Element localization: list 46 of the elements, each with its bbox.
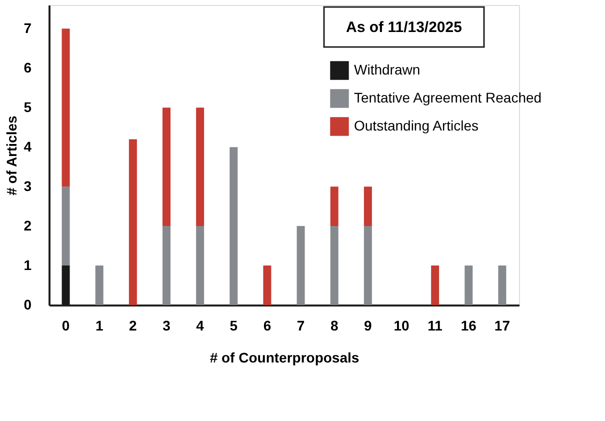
x-tick-label: 10 (394, 318, 410, 334)
y-tick-label: 1 (24, 257, 32, 274)
bar (196, 226, 204, 305)
y-axis-title: # of Articles (4, 115, 20, 196)
bar (230, 147, 238, 305)
y-tick-label: 4 (24, 138, 32, 155)
x-tick-label: 7 (296, 318, 305, 334)
x-tick-label: 8 (330, 318, 338, 334)
x-tick-label: 3 (162, 318, 171, 334)
x-tick-label: 0 (62, 318, 70, 334)
bar (431, 266, 440, 305)
bar (263, 266, 272, 305)
x-tick-label: 11 (428, 318, 443, 334)
bar (128, 139, 137, 305)
x-tick-label: 9 (364, 318, 372, 334)
x-tick-label: 5 (230, 318, 238, 334)
bar (498, 266, 506, 305)
x-tick-label: 6 (263, 318, 272, 334)
x-tick-label: 17 (494, 318, 510, 334)
legend-label: Outstanding Articles (354, 118, 479, 134)
bar (162, 108, 170, 226)
bar (464, 266, 473, 305)
annotation: As of 11/13/2025 (346, 19, 462, 36)
x-tick-label: 16 (460, 318, 477, 334)
bar (62, 28, 70, 187)
y-tick-label: 6 (24, 60, 32, 76)
y-tick-label: 0 (24, 296, 32, 312)
y-tick-label: 7 (24, 20, 32, 36)
legend-label: Withdrawn (354, 62, 420, 78)
bar (364, 226, 372, 305)
x-axis-title: # of Counterproposals (210, 350, 360, 366)
bar (364, 186, 372, 226)
bar (62, 186, 70, 266)
bar (95, 266, 104, 305)
y-tick-label: 5 (24, 99, 32, 116)
x-tick-label: 1 (95, 318, 104, 334)
x-tick-label: 4 (196, 318, 204, 334)
bar (296, 226, 305, 305)
y-tick-label: 2 (24, 218, 32, 234)
x-tick-label: 2 (129, 318, 138, 334)
bar (330, 186, 338, 226)
bar (196, 108, 204, 226)
legend-label: Tentative Agreement Reached (354, 90, 542, 106)
y-tick-label: 3 (24, 178, 32, 194)
bar (162, 226, 170, 305)
bar (330, 226, 338, 305)
